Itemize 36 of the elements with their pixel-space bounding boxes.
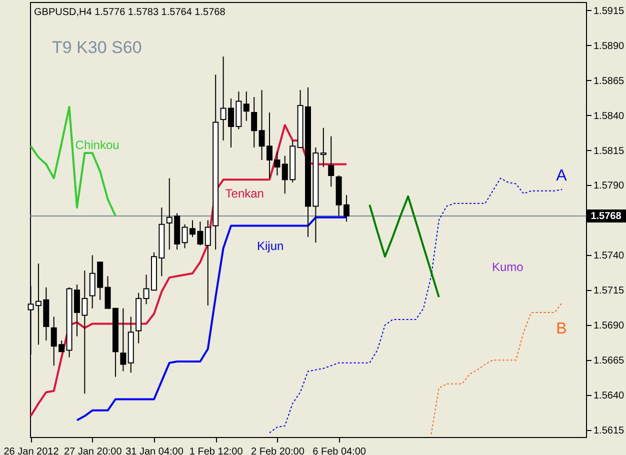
candlestick xyxy=(320,127,326,168)
series-label: Chinkou xyxy=(75,138,120,152)
candlestick xyxy=(251,96,258,148)
annotation: Kumo xyxy=(492,260,524,274)
y-tick-label: 1.5615 xyxy=(594,426,625,437)
y-tick-label: 1.5865 xyxy=(594,76,625,87)
x-tick-label: 2 Feb 20:00 xyxy=(251,446,305,455)
y-tick-label: 1.5815 xyxy=(594,146,625,157)
y-tick-label: 1.5740 xyxy=(594,250,625,262)
series-label: B xyxy=(556,320,567,338)
line-series xyxy=(30,124,348,418)
series-label: Kijun xyxy=(256,238,284,253)
annotation: T9 K30 S60 xyxy=(52,38,142,57)
x-tick-label: 1 Feb 12:00 xyxy=(189,446,244,455)
x-tick-label: 26 Jan 2012 xyxy=(4,446,60,455)
y-tick-label: 1.5640 xyxy=(594,390,625,402)
candlestick xyxy=(204,220,211,306)
y-tick-label: 1.5915 xyxy=(594,6,625,17)
candlestick xyxy=(120,308,126,372)
candlestick xyxy=(328,136,334,188)
y-tick-label: 1.5665 xyxy=(594,356,625,367)
line-series xyxy=(368,195,440,298)
x-tick-label: 6 Feb 04:00 xyxy=(312,446,366,455)
ref-line-label: 1.5768 xyxy=(590,211,622,222)
y-tick-label: 1.5690 xyxy=(594,320,625,332)
y-tick-label: 1.5715 xyxy=(594,286,625,297)
text: GBPUSD,H4 1.5776 1.5783 1.5764 1.5768 xyxy=(34,7,226,18)
candlestick xyxy=(243,91,250,122)
y-tick-label: 1.5790 xyxy=(594,180,625,192)
y-tick-label: 1.5890 xyxy=(594,40,625,52)
x-tick-label: 31 Jan 04:00 xyxy=(126,446,184,455)
y-tick-label: 1.5840 xyxy=(594,110,625,122)
series-label: A xyxy=(556,167,568,184)
series-label: Tenkan xyxy=(225,186,264,201)
line-series xyxy=(30,106,116,218)
x-tick-label: 27 Jan 20:00 xyxy=(64,446,122,455)
